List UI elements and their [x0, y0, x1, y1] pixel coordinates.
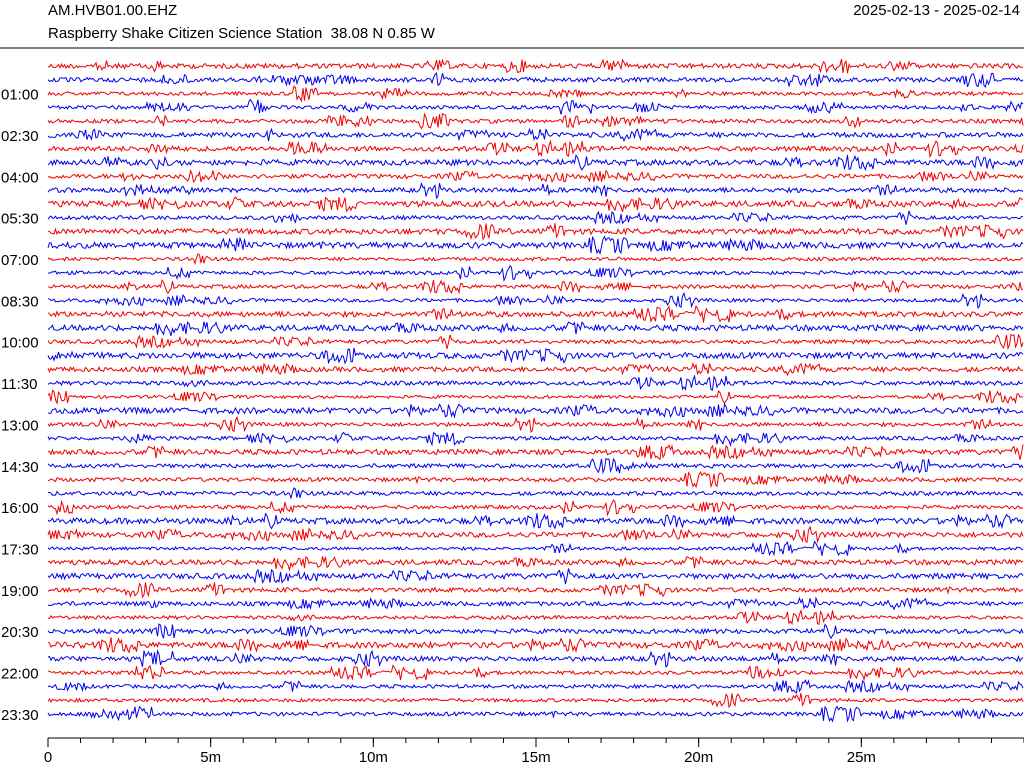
x-tick-label: 0: [44, 749, 52, 766]
trace: [47, 555, 1024, 572]
row-time-label: 22:00: [1, 666, 39, 683]
row-time-label: 01:00: [1, 87, 39, 104]
trace: [47, 279, 1024, 295]
trace: [47, 596, 1024, 611]
row-time-label: 11:30: [1, 376, 37, 393]
x-tick-label: 20m: [684, 749, 713, 766]
trace: [47, 168, 1024, 183]
row-time-label: 08:30: [1, 293, 39, 310]
trace: [47, 321, 1024, 337]
trace: [47, 402, 1024, 419]
trace: [47, 648, 1024, 668]
trace: [47, 487, 1024, 500]
trace: [47, 291, 1024, 309]
trace: [47, 264, 1024, 283]
x-tick-label: 15m: [521, 749, 550, 766]
trace: [47, 210, 1024, 225]
row-time-label: 10:00: [1, 335, 39, 352]
trace: [47, 374, 1024, 391]
trace: [47, 415, 1024, 434]
trace: [47, 127, 1024, 142]
trace: [47, 333, 1024, 351]
trace: [47, 361, 1024, 377]
row-time-label: 17:30: [1, 542, 39, 559]
row-time-label: 05:30: [1, 211, 39, 228]
station-info: Raspberry Shake Citizen Science Station …: [48, 25, 436, 42]
trace: [47, 58, 1023, 74]
trace: [47, 637, 1024, 654]
trace: [47, 304, 1024, 323]
trace: [47, 443, 1024, 461]
trace: [47, 623, 1024, 640]
trace: [47, 98, 1024, 115]
row-time-label: 13:00: [1, 417, 39, 434]
row-time-label: 19:00: [1, 583, 39, 600]
trace: [47, 139, 1024, 159]
trace: [47, 540, 1024, 557]
trace: [47, 705, 1024, 723]
row-time-label: 07:00: [1, 252, 39, 269]
trace: [47, 112, 1024, 130]
trace: [47, 471, 1024, 489]
trace: [47, 347, 1024, 365]
x-tick-label: 25m: [847, 749, 876, 766]
trace: [47, 679, 1024, 694]
x-tick-label: 5m: [200, 749, 221, 766]
trace: [47, 431, 1024, 448]
trace: [47, 72, 1024, 89]
row-time-label: 16:00: [1, 500, 39, 517]
trace: [47, 85, 1024, 103]
trace: [47, 608, 1024, 626]
trace: [47, 512, 1024, 530]
trace: [47, 499, 1024, 517]
trace: [47, 253, 1024, 266]
trace: [47, 692, 1024, 709]
station-code: AM.HVB01.00.EHZ: [48, 2, 177, 19]
trace: [47, 181, 1024, 200]
trace: [47, 154, 1024, 171]
trace: [47, 582, 1024, 599]
trace: [47, 664, 1024, 682]
x-tick-label: 10m: [359, 749, 388, 766]
trace: [47, 457, 1024, 475]
row-time-label: 04:00: [1, 169, 39, 186]
trace: [47, 196, 1024, 213]
trace: [47, 568, 1024, 585]
date-range: 2025-02-13 - 2025-02-14: [853, 2, 1020, 19]
trace: [47, 235, 1024, 255]
trace: [47, 223, 1024, 241]
trace: [47, 389, 1024, 405]
trace: [47, 525, 1024, 544]
row-time-label: 20:30: [1, 624, 39, 641]
row-time-label: 02:30: [1, 128, 39, 145]
row-time-label: 14:30: [1, 459, 39, 476]
row-time-label: 23:30: [1, 707, 39, 724]
